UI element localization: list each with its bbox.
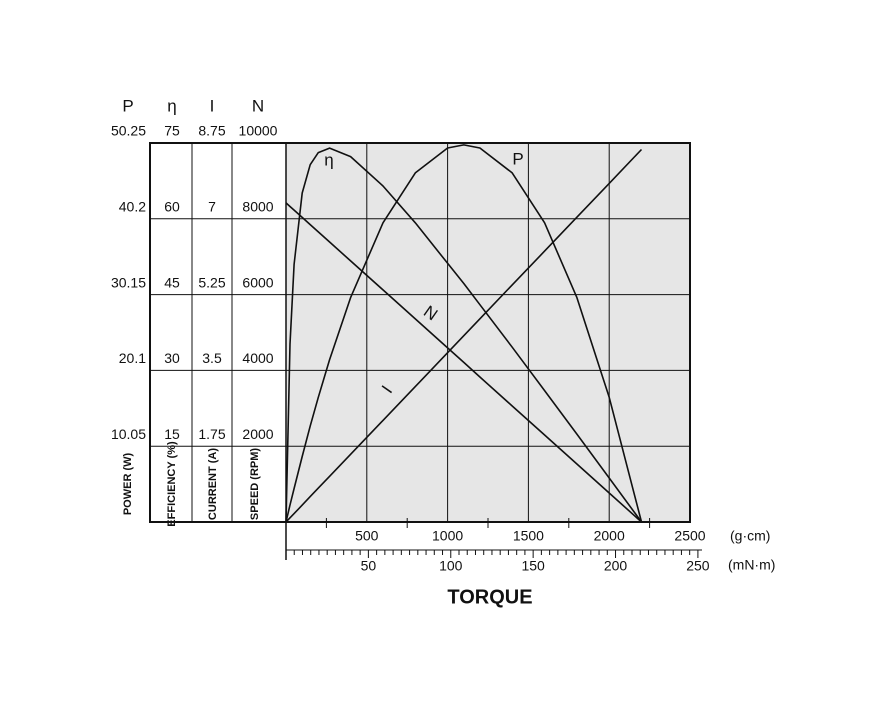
x2-unit: (mN·m) [728, 557, 775, 573]
axis-label: SPEED (RPM) [249, 448, 261, 520]
curve [285, 144, 643, 523]
curve [285, 147, 643, 523]
x2-tick-label: 200 [604, 558, 628, 574]
curve-label: η [324, 150, 333, 169]
curve-label: P [512, 149, 523, 168]
y-tick-label: 10.05 [111, 426, 146, 442]
axis-symbol: N [252, 96, 264, 115]
y-tick-label: 20.1 [119, 350, 146, 366]
y-tick-label: 7 [208, 199, 216, 215]
curve [285, 202, 643, 523]
y-tick-label: 30.15 [111, 274, 146, 290]
y-tick-label: 5.25 [198, 274, 225, 290]
y-tick-label: 1.75 [198, 426, 225, 442]
y-tick-label: 45 [164, 274, 180, 290]
axis-symbol: P [122, 96, 133, 115]
axis-symbol: η [167, 96, 176, 115]
x-tick-label: 1000 [432, 528, 463, 544]
curve [285, 148, 643, 523]
y-tick-label: 10000 [239, 123, 278, 139]
y-tick-label: 75 [164, 123, 180, 139]
x-tick-label: 500 [355, 528, 379, 544]
y-tick-label: 2000 [242, 426, 273, 442]
axis-label: CURRENT (A) [207, 448, 219, 520]
y-tick-label: 4000 [242, 350, 273, 366]
x2-tick-label: 50 [361, 558, 377, 574]
y-tick-label: 8.75 [198, 123, 225, 139]
y-tick-label: 60 [164, 199, 180, 215]
x-tick-label: 2000 [594, 528, 625, 544]
axis-label: POWER (W) [122, 453, 134, 516]
x-tick-label: 1500 [513, 528, 544, 544]
y-tick-label: 8000 [242, 199, 273, 215]
x2-tick-label: 100 [439, 558, 463, 574]
y-tick-label: 6000 [242, 274, 273, 290]
x-unit: (g·cm) [730, 528, 770, 544]
y-tick-label: 30 [164, 350, 180, 366]
y-tick-label: 40.2 [119, 199, 146, 215]
x2-tick-label: 150 [521, 558, 545, 574]
x-title: TORQUE [447, 586, 532, 608]
axis-symbol: I [210, 96, 215, 115]
x2-tick-label: 250 [686, 558, 710, 574]
y-tick-label: 50.25 [111, 123, 146, 139]
x-tick-label: 2500 [674, 528, 705, 544]
axis-label: EFFICIENCY (%) [166, 441, 178, 527]
y-tick-label: 3.5 [202, 350, 222, 366]
plot-area [286, 143, 690, 522]
y-tick-label: 15 [164, 426, 180, 442]
